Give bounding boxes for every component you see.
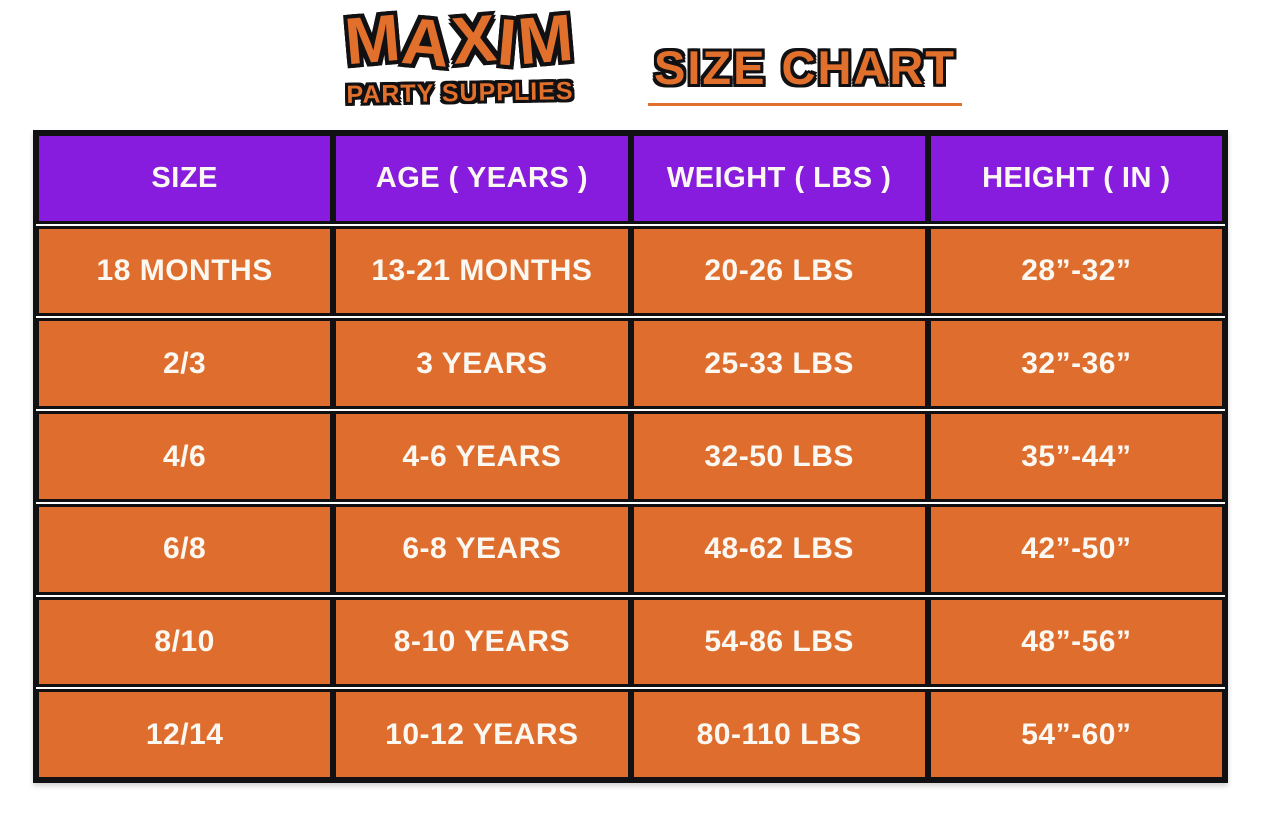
- page-title-wrap: SIZE CHART: [648, 44, 962, 106]
- page-title: SIZE CHART: [648, 44, 962, 106]
- brand-letter: M: [514, 0, 578, 79]
- column-header: WEIGHT ( LBS ): [633, 136, 925, 221]
- table-row: 4/6 4-6 YEARS 32-50 LBS 35”-44”: [36, 411, 1225, 502]
- table-row: 12/14 10-12 YEARS 80-110 LBS 54”-60”: [36, 689, 1225, 781]
- column-header: SIZE: [39, 136, 331, 221]
- column-header: AGE ( YEARS ): [336, 136, 628, 221]
- brand-tagline: PARTY SUPPLIES: [346, 77, 574, 110]
- table-row: 8/10 8-10 YEARS 54-86 LBS 48”-56”: [36, 596, 1225, 688]
- table-cell: 4-6 YEARS: [336, 414, 628, 499]
- table-cell: 8/10: [39, 599, 331, 685]
- table-cell: 3 YEARS: [336, 321, 628, 407]
- table-header-row: SIZE AGE ( YEARS ) WEIGHT ( LBS ) HEIGHT ( …: [36, 133, 1225, 224]
- table-cell: 4/6: [39, 414, 331, 499]
- table-cell: 32”-36”: [930, 321, 1222, 407]
- table-cell: 48”-56”: [930, 599, 1222, 685]
- table-cell: 32-50 LBS: [633, 414, 925, 499]
- table-cell: 2/3: [39, 321, 331, 407]
- size-table: SIZE AGE ( YEARS ) WEIGHT ( LBS ) HEIGHT ( …: [33, 130, 1228, 783]
- brand-letter: A: [398, 2, 455, 82]
- table-row: 6/8 6-8 YEARS 48-62 LBS 42”-50”: [36, 503, 1225, 595]
- table-cell: 25-33 LBS: [633, 321, 925, 407]
- column-header: HEIGHT ( IN ): [930, 136, 1222, 221]
- table-cell: 8-10 YEARS: [336, 599, 628, 685]
- table-cell: 6/8: [39, 506, 331, 592]
- table-row: 18 MONTHS 13-21 MONTHS 20-26 LBS 28”-32”: [36, 225, 1225, 317]
- table-cell: 28”-32”: [930, 228, 1222, 314]
- table-cell: 42”-50”: [930, 506, 1222, 592]
- table-cell: 35”-44”: [930, 414, 1222, 499]
- table-cell: 12/14: [39, 692, 331, 778]
- table-cell: 13-21 MONTHS: [336, 228, 628, 314]
- brand-logo: MAXIM PARTY SUPPLIES: [310, 0, 610, 110]
- table-cell: 18 MONTHS: [39, 228, 331, 314]
- brand-letter: X: [448, 0, 501, 78]
- table-cell: 54”-60”: [930, 692, 1222, 778]
- table-row: 2/3 3 YEARS 25-33 LBS 32”-36”: [36, 318, 1225, 410]
- table-cell: 54-86 LBS: [633, 599, 925, 685]
- brand-letter: M: [341, 0, 405, 79]
- brand-name: MAXIM: [310, 0, 610, 81]
- table-cell: 48-62 LBS: [633, 506, 925, 592]
- table-cell: 20-26 LBS: [633, 228, 925, 314]
- table-cell: 6-8 YEARS: [336, 506, 628, 592]
- table-cell: 80-110 LBS: [633, 692, 925, 778]
- table-cell: 10-12 YEARS: [336, 692, 628, 778]
